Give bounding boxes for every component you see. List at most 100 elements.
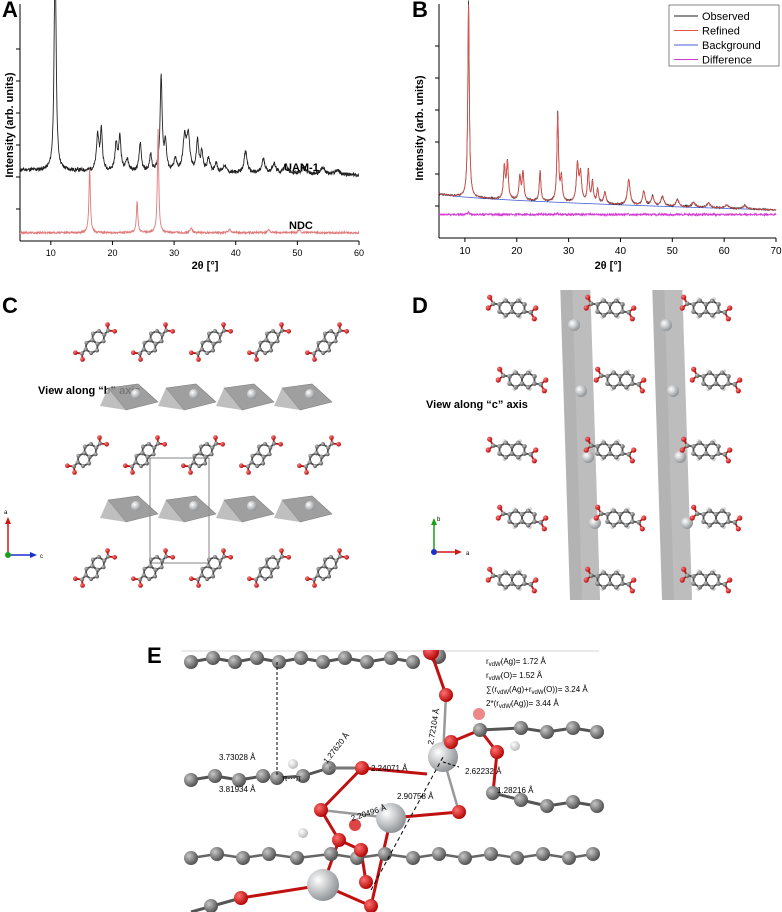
carbon-atom xyxy=(490,443,496,448)
carbon-atom xyxy=(611,522,617,528)
carbon-atom xyxy=(195,351,201,356)
crystal-structure-view-c xyxy=(485,290,743,600)
carbon-atom xyxy=(253,351,259,356)
carbon-atom xyxy=(269,341,274,346)
carbon-atom xyxy=(205,350,210,356)
bond xyxy=(369,817,393,907)
oxygen-atom xyxy=(725,588,731,594)
axis-d-right-label: a xyxy=(466,551,470,557)
carbon-atom xyxy=(145,454,150,459)
oxygen-atom xyxy=(595,504,601,510)
chart-b-ylabel: Intensity (arb. units) xyxy=(414,75,426,180)
carbon-atom xyxy=(528,452,534,457)
carbon-atom xyxy=(275,339,280,344)
carbon-atom xyxy=(620,451,625,456)
carbon-atom xyxy=(601,298,607,304)
silver-atom xyxy=(674,451,686,463)
carbon-atom xyxy=(264,338,269,343)
carbon-atom xyxy=(272,655,286,669)
ag-polyhedron-face xyxy=(158,500,184,522)
carbon-atom xyxy=(473,723,487,737)
panel-d-letter: D xyxy=(412,293,428,318)
carbon-atom xyxy=(206,331,212,336)
oxygen-atom xyxy=(487,566,493,572)
oxygen-atom xyxy=(495,377,501,383)
carbon-atom xyxy=(198,444,204,449)
silver-polyhedra-chain-c xyxy=(100,383,333,523)
carbon-atom xyxy=(601,454,607,460)
carbon-atom xyxy=(722,452,728,457)
carbon-atom xyxy=(515,440,521,446)
carbon-atom xyxy=(515,454,521,460)
hydrogen-atom xyxy=(510,741,520,751)
axis-d-up-arrow xyxy=(431,518,437,525)
label-d-2-90758: 2.90758 Å xyxy=(397,792,434,801)
carbon-atom xyxy=(191,460,196,465)
carbon-atom xyxy=(325,452,330,457)
radius-double-ag: 2*(rvdW(Ag))= 3.44 Å xyxy=(486,699,559,710)
oxygen-atom xyxy=(583,447,589,453)
chart-b-xtick-label-20: 20 xyxy=(511,246,523,257)
carbon-atom xyxy=(294,651,308,665)
carbon-atom xyxy=(522,574,527,579)
carbon-atom xyxy=(153,341,158,346)
carbon-atom xyxy=(484,847,498,861)
carbon-atom xyxy=(303,464,309,469)
carbon-atom xyxy=(213,441,219,446)
carbon-atom xyxy=(490,301,496,306)
oxygen-atom xyxy=(629,588,635,594)
carbon-atom xyxy=(95,567,100,572)
carbon-atom xyxy=(697,570,703,576)
oxygen-atom xyxy=(355,761,369,775)
carbon-atom xyxy=(694,373,700,378)
carbon-atom xyxy=(722,310,728,315)
carbon-atom xyxy=(205,576,210,582)
oxygen-atom xyxy=(727,447,733,453)
carbon-atom xyxy=(525,370,531,376)
carbon-atom xyxy=(79,351,85,356)
carbon-atom xyxy=(153,567,158,572)
carbon-atom xyxy=(326,348,332,353)
carbon-atom xyxy=(262,441,267,447)
carbon-atom xyxy=(148,564,153,569)
oxygen-atom xyxy=(737,377,743,383)
oxygen-atom xyxy=(533,577,539,583)
oxygen-atom xyxy=(452,805,466,819)
carbon-atom xyxy=(324,847,338,861)
oxygen-atom xyxy=(495,515,501,521)
carbon-atom xyxy=(218,332,223,337)
carbon-atom xyxy=(703,444,709,449)
label-pi-stack-2: 3.81934 Å xyxy=(219,785,256,794)
label-d-2-24071: 2.24071 Å xyxy=(371,764,408,773)
carbon-atom xyxy=(337,328,343,333)
carbon-atom xyxy=(257,347,262,352)
carbon-atom xyxy=(536,847,550,861)
carbon-atom xyxy=(598,511,604,516)
carbon-atom xyxy=(525,522,531,528)
carbon-atom xyxy=(719,370,725,376)
oxygen-atom xyxy=(80,583,85,588)
carbon-atom xyxy=(211,567,216,572)
carbon-atom xyxy=(703,302,709,307)
oxygen-atom xyxy=(585,436,591,442)
oxygen-atom xyxy=(679,577,685,583)
hydrogen-atom xyxy=(288,759,298,769)
carbon-atom xyxy=(263,350,268,356)
carbon-atom xyxy=(79,577,85,582)
oxygen-atom xyxy=(725,316,731,322)
carbon-atom xyxy=(510,851,524,865)
panel-a-letter: A xyxy=(2,0,18,22)
carbon-atom xyxy=(595,302,600,307)
carbon-atom xyxy=(96,554,101,560)
chart-b-xtick-label-60: 60 xyxy=(719,246,731,257)
bond xyxy=(319,766,364,812)
carbon-atom xyxy=(607,581,613,586)
carbon-atom xyxy=(256,444,262,449)
silver-atom xyxy=(305,501,315,511)
carbon-atom xyxy=(208,769,222,783)
carbon-atom xyxy=(206,557,212,562)
oxygen-atom xyxy=(490,745,504,759)
carbon-atom xyxy=(497,574,502,579)
carbon-atom xyxy=(566,721,580,735)
carbon-atom xyxy=(620,309,625,314)
